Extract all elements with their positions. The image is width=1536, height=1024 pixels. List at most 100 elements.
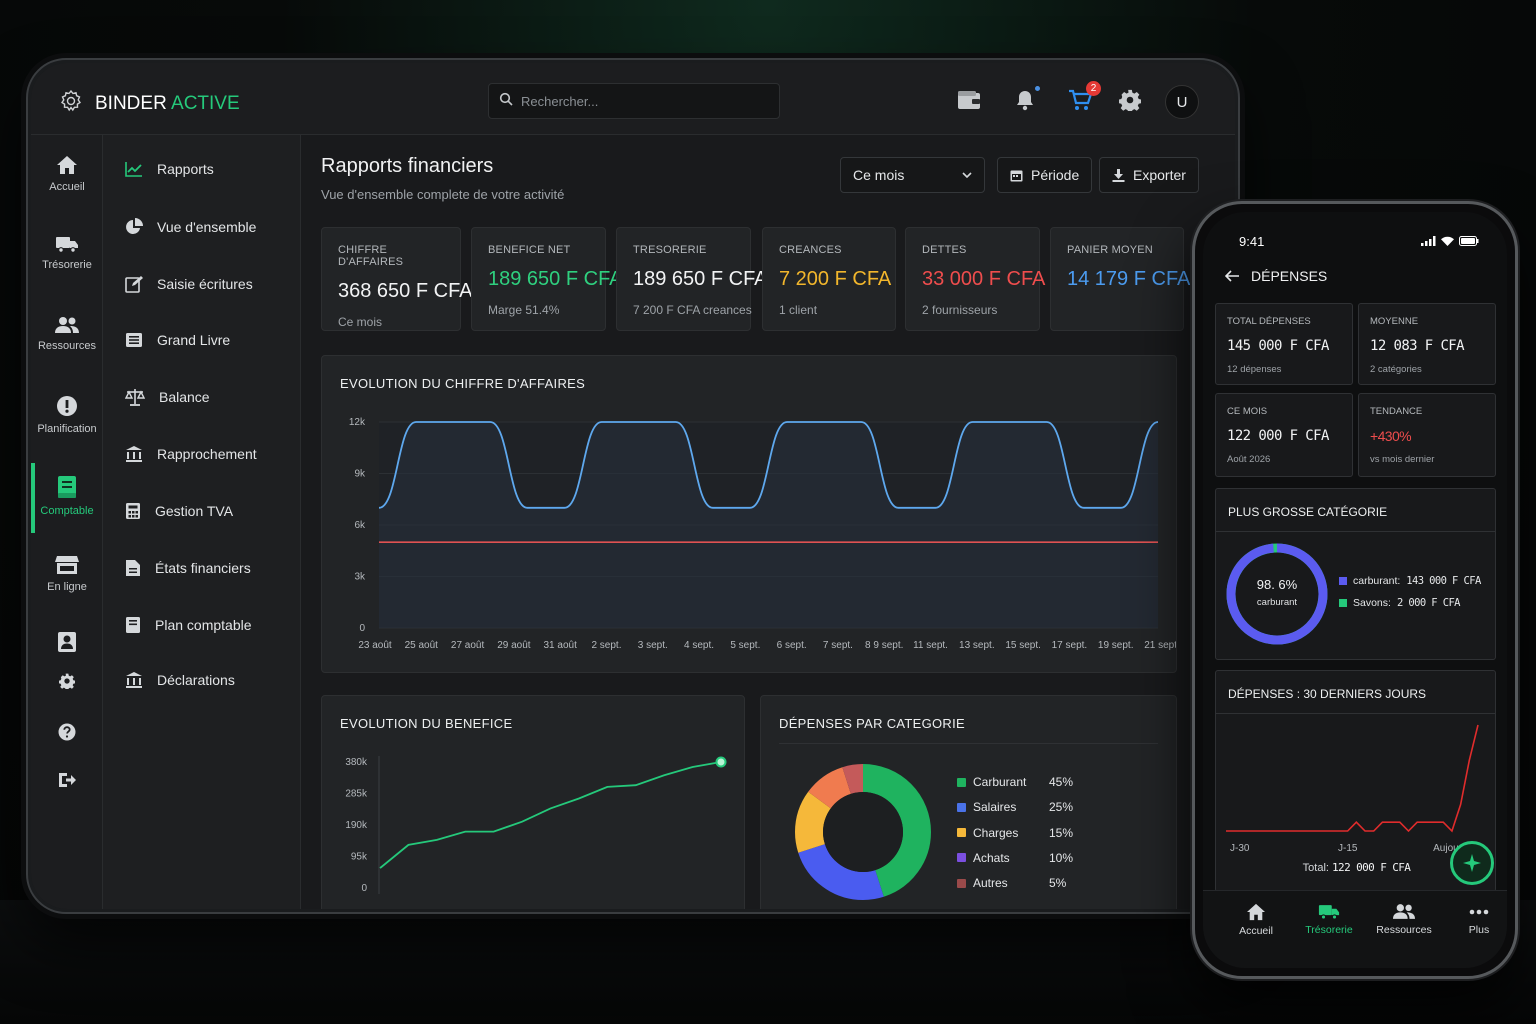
phone-stat-card[interactable]: TOTAL DÉPENSES 145 000 F CFA 12 dépenses bbox=[1215, 303, 1353, 385]
legend-percent: 45% bbox=[1049, 775, 1074, 789]
rail-item-settings[interactable] bbox=[31, 673, 103, 695]
phone-stat-card[interactable]: TENDANCE +430% vs mois dernier bbox=[1358, 393, 1496, 477]
x-tick-label: 6 sept. bbox=[777, 640, 807, 651]
store-icon bbox=[55, 556, 79, 574]
phone-stat-card[interactable]: CE MOIS 122 000 F CFA Août 2026 bbox=[1215, 393, 1353, 477]
top-legend-row: Savons: 2 000 F CFA bbox=[1339, 597, 1460, 609]
brand-gear-icon bbox=[59, 89, 83, 119]
menu-label: Rapports bbox=[157, 161, 214, 177]
rail-item-accueil[interactable]: Accueil bbox=[31, 155, 103, 193]
menu-label: Grand Livre bbox=[157, 332, 231, 348]
top-category-title: PLUS GROSSE CATÉGORIE bbox=[1228, 505, 1388, 519]
rail-label: Comptable bbox=[40, 505, 94, 517]
legend-item: Charges 15% bbox=[957, 826, 1073, 840]
wifi-icon bbox=[1441, 236, 1454, 246]
search-bar[interactable] bbox=[488, 83, 780, 119]
phone-device: 9:41 DÉPENSES TOTAL DÉPENSES 145 000 F C… bbox=[1192, 201, 1518, 979]
menu-item-saisie[interactable]: Saisie écritures bbox=[125, 275, 253, 293]
x-tick-label: 23 août bbox=[358, 640, 392, 651]
y-tick-label: 190k bbox=[345, 820, 368, 831]
back-arrow-icon[interactable] bbox=[1225, 270, 1239, 282]
search-icon bbox=[499, 92, 513, 111]
kpi-card[interactable]: PANIER MOYEN 14 179 F CFA bbox=[1050, 227, 1190, 331]
nav-item-ressources[interactable]: Ressources bbox=[1369, 903, 1439, 936]
kpi-card[interactable]: DETTES 33 000 F CFA 2 fournisseurs bbox=[905, 227, 1045, 331]
legend-label: Savons: bbox=[1353, 597, 1391, 609]
rail-item-logout[interactable] bbox=[31, 772, 103, 794]
menu-item-declarations[interactable]: Déclarations bbox=[125, 671, 235, 689]
legend-swatch bbox=[957, 853, 966, 863]
expenses-donut bbox=[795, 764, 931, 900]
download-icon bbox=[1112, 168, 1125, 182]
series-line-revenue bbox=[378, 421, 1159, 509]
menu-item-etats-financiers[interactable]: États financiers bbox=[125, 559, 251, 577]
phone-stat-card[interactable]: MOYENNE 12 083 F CFA 2 catégories bbox=[1358, 303, 1496, 385]
export-button[interactable]: Exporter bbox=[1099, 157, 1199, 193]
app-logo[interactable]: BINDER ACTIVE bbox=[59, 89, 240, 119]
status-time: 9:41 bbox=[1239, 234, 1265, 249]
rail-item-help[interactable] bbox=[31, 723, 103, 747]
series-line-expenses bbox=[1226, 724, 1479, 833]
stat-label: TENDANCE bbox=[1370, 406, 1423, 417]
cart-button[interactable]: 2 bbox=[1067, 81, 1101, 113]
kpi-card[interactable]: CREANCES 7 200 F CFA 1 client bbox=[762, 227, 896, 331]
kpi-card[interactable]: TRESORERIE 189 650 F CFA 7 200 F CFA cre… bbox=[616, 227, 768, 331]
menu-label: Déclarations bbox=[157, 672, 235, 688]
truck-icon bbox=[1318, 905, 1340, 920]
menu-item-tva[interactable]: Gestion TVA bbox=[125, 502, 233, 520]
export-button-label: Exporter bbox=[1133, 167, 1186, 183]
legend-percent: 10% bbox=[1049, 850, 1074, 865]
legend-percent: 5% bbox=[1049, 876, 1067, 891]
gear-icon bbox=[1119, 89, 1141, 111]
rail-item-planification[interactable]: Planification bbox=[31, 395, 103, 435]
ring-category: carburant bbox=[1256, 597, 1298, 608]
stat-sub: 12 dépenses bbox=[1227, 364, 1282, 375]
menu-item-grand-livre[interactable]: Grand Livre bbox=[125, 332, 230, 348]
trend-chart-icon bbox=[125, 162, 142, 177]
edit-icon bbox=[125, 276, 143, 293]
logout-icon bbox=[59, 773, 76, 787]
rail-item-comptable[interactable]: Comptable bbox=[31, 475, 103, 517]
kpi-card[interactable]: BENEFICE NET 189 650 F CFA Marge 51.4% bbox=[471, 227, 623, 331]
main-content: Rapports financiers Vue d'ensemble compl… bbox=[301, 135, 1235, 909]
nav-item-tresorerie[interactable]: Trésorerie bbox=[1294, 903, 1364, 936]
nav-item-plus[interactable]: Plus bbox=[1444, 903, 1507, 936]
user-avatar[interactable]: U bbox=[1165, 85, 1199, 119]
users-icon bbox=[1393, 904, 1415, 919]
rail-item-ressources[interactable]: Ressources bbox=[31, 316, 103, 352]
rail-item-contacts[interactable] bbox=[31, 631, 103, 659]
menu-item-vue-ensemble[interactable]: Vue d'ensemble bbox=[125, 218, 256, 236]
ledger-book-icon bbox=[58, 476, 76, 498]
kpi-card[interactable]: CHIFFRE D'AFFAIRES 368 650 F CFA Ce mois bbox=[321, 227, 473, 331]
rail-item-tresorerie[interactable]: Trésorerie bbox=[31, 235, 103, 271]
menu-item-plan-comptable[interactable]: Plan comptable bbox=[125, 616, 252, 634]
legend-item: Achats 10% bbox=[957, 851, 1073, 865]
nav-item-accueil[interactable]: Accueil bbox=[1221, 903, 1291, 937]
wallet-button[interactable] bbox=[956, 87, 982, 113]
menu-item-rapprochement[interactable]: Rapprochement bbox=[125, 445, 257, 463]
top-legend-row: carburant: 143 000 F CFA bbox=[1339, 575, 1481, 587]
x-tick-label: 15 sept. bbox=[1005, 640, 1041, 651]
signal-icon bbox=[1421, 236, 1436, 246]
kpi-value: 368 650 F CFA bbox=[338, 280, 473, 302]
menu-item-balance[interactable]: Balance bbox=[125, 388, 210, 406]
settings-button[interactable] bbox=[1117, 87, 1143, 113]
expenses-chart-panel: DÉPENSES PAR CATEGORIE Carburant 45% Salai… bbox=[760, 695, 1177, 909]
stat-value: 122 000 F CFA bbox=[1227, 428, 1329, 444]
notifications-button[interactable] bbox=[1012, 84, 1042, 113]
period-select[interactable]: Ce mois bbox=[840, 157, 985, 193]
period-button[interactable]: Période bbox=[997, 157, 1093, 193]
legend-swatch bbox=[957, 878, 966, 888]
search-input[interactable] bbox=[521, 93, 761, 109]
stat-label: TOTAL DÉPENSES bbox=[1227, 316, 1311, 327]
ai-assistant-fab[interactable] bbox=[1450, 841, 1494, 885]
stat-value: 145 000 F CFA bbox=[1227, 338, 1329, 354]
y-tick-label: 0 bbox=[359, 623, 365, 634]
battery-icon bbox=[1459, 236, 1479, 246]
menu-item-rapports[interactable]: Rapports bbox=[125, 161, 214, 177]
legend-item: Autres 5% bbox=[957, 876, 1066, 890]
legend-percent: 25% bbox=[1049, 800, 1074, 815]
truck-icon bbox=[56, 237, 78, 253]
brand-name: BINDER ACTIVE bbox=[95, 93, 240, 115]
rail-item-en-ligne[interactable]: En ligne bbox=[31, 555, 103, 593]
